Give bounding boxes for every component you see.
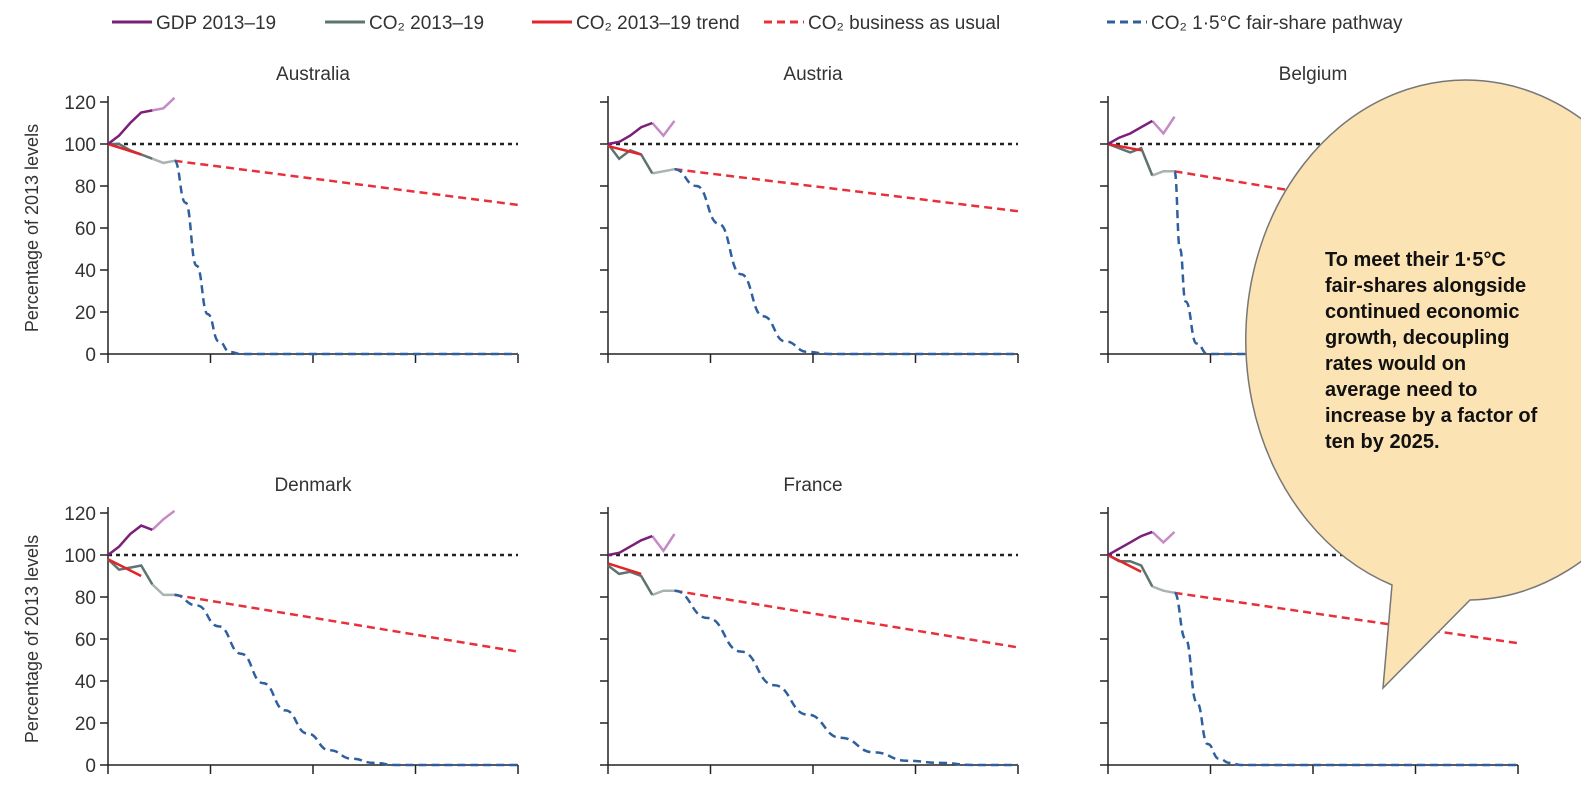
y-axis-label: Percentage of 2013 levels [22,535,42,743]
series-gdp-provisional [1151,530,1176,545]
y-tick-label: 40 [75,672,96,693]
series-co2-2013-19 [607,143,654,175]
legend-label-trend: CO₂ 2013–19 trend [576,13,740,34]
series-co2-2013-19 [107,558,154,586]
series-co2-fair-share-pathway [674,167,1018,356]
series-gdp-2013-19 [107,109,153,145]
callout-shape-path [1245,79,1581,691]
series-co2-trend [607,144,642,156]
series-gdp-provisional [152,96,176,112]
series-gdp-2013-19 [1107,530,1153,557]
callout-bubble [1245,79,1581,691]
series-co2-business-as-usual [674,167,1019,213]
panel-title: France [783,475,842,496]
series-co2-provisional [651,589,675,597]
series-co2-provisional [151,157,175,165]
callout-text: To meet their 1·5°C fair-shares alongsid… [1325,249,1538,453]
series-co2-provisional [652,167,675,175]
y-tick-label: 100 [64,135,96,156]
panel-title: Austria [783,64,843,85]
y-tick-label: 60 [75,630,96,651]
y-tick-label: 40 [75,261,96,282]
y-tick-label: 100 [64,546,96,567]
series-co2-business-as-usual [174,593,519,653]
panel-title: Australia [276,64,350,85]
panel-denmark: Denmark 0 20 40 60 80 100 120 Percentage of 2013… [22,475,519,777]
panel-france: France [600,475,1019,774]
y-tick-label: 80 [75,588,96,609]
series-co2-provisional [1151,585,1175,595]
series-gdp-2013-19 [607,121,653,146]
y-tick-label: 0 [85,345,96,366]
series-co2-business-as-usual [674,589,1019,649]
series-co2-fair-share-pathway [173,159,518,356]
y-tick-label: 20 [75,714,96,735]
series-co2-business-as-usual [174,159,519,207]
y-tick-label: 60 [75,219,96,240]
series-co2-fair-share-pathway [674,589,1018,767]
chart-panels: Australia 0 20 40 60 80 100 120 Percentage of 20… [22,64,1519,777]
series-co2-trend [107,142,142,156]
series-co2-trend [1107,553,1142,573]
series-co2-provisional [1151,170,1175,177]
series-gdp-2013-19 [107,524,153,556]
panel-title: Denmark [274,475,352,496]
series-co2-2013-19 [1107,142,1154,176]
series-co2-fair-share-pathway [1173,591,1518,767]
series-gdp-provisional [651,120,676,138]
panel-title: Belgium [1279,64,1348,85]
series-gdp-2013-19 [1107,119,1153,146]
series-gdp-provisional [151,509,176,531]
series-co2-provisional [151,583,175,597]
legend-label-pathway: CO₂ 1·5°C fair-share pathway [1151,13,1403,34]
chart-legend: GDP 2013–19 CO₂ 2013–19 CO₂ 2013–19 trend C… [112,13,1403,34]
panel-australia: Australia 0 20 40 60 80 100 120 Percentage of 20… [22,64,519,366]
series-co2-2013-19 [607,564,654,596]
series-gdp-provisional [1151,116,1176,136]
legend-label-gdp: GDP 2013–19 [156,13,276,34]
y-tick-label: 0 [85,756,96,777]
series-co2-trend [107,558,142,578]
series-co2-fair-share-pathway [174,593,518,767]
y-tick-label: 80 [75,177,96,198]
panel-unlabeled [1100,507,1519,774]
y-tick-label: 120 [64,504,96,525]
legend-label-co2: CO₂ 2013–19 [369,13,484,34]
series-gdp-2013-19 [607,534,653,557]
series-co2-business-as-usual [1174,591,1519,645]
series-co2-trend [607,562,642,576]
legend-label-bau: CO₂ business as usual [808,13,1000,34]
series-co2-trend [1107,142,1142,152]
y-tick-label: 20 [75,303,96,324]
series-gdp-provisional [651,533,676,553]
y-axis-label: Percentage of 2013 levels [22,124,42,332]
y-tick-label: 120 [64,93,96,114]
panel-austria: Austria [600,64,1019,363]
